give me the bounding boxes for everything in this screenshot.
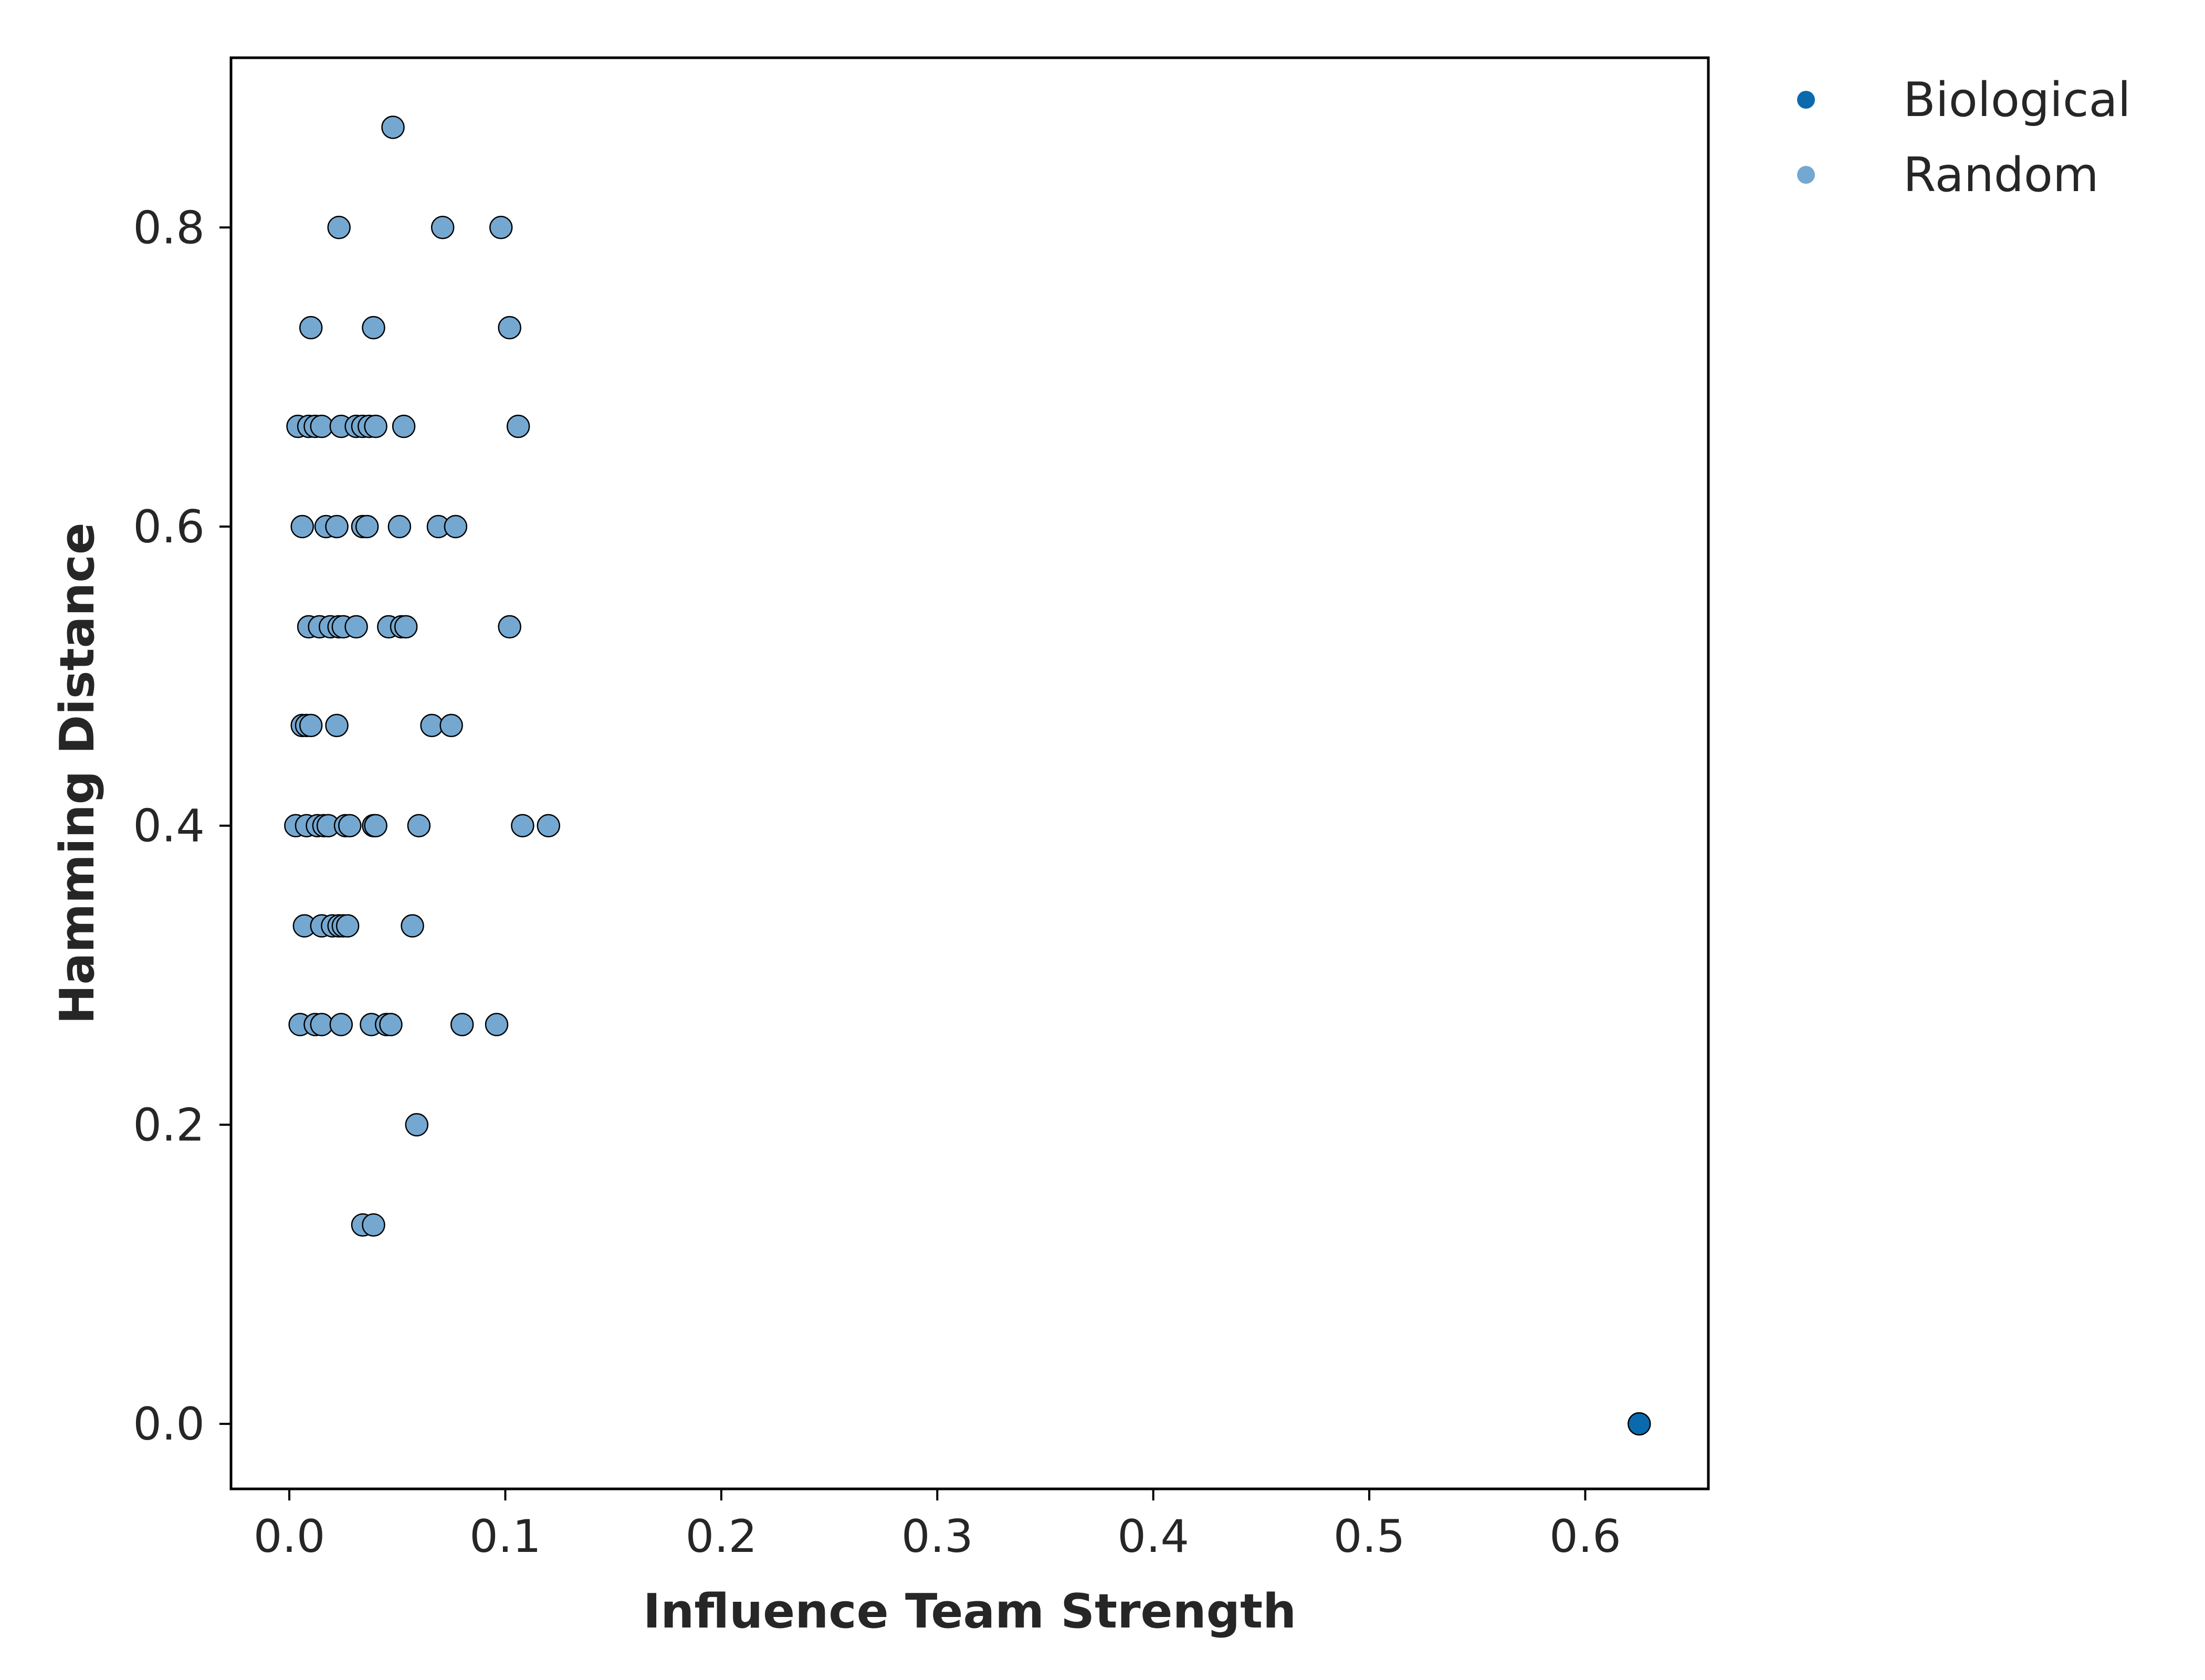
y-tick-label: 0.0 (133, 1398, 205, 1451)
x-tick-label: 0.6 (1549, 1510, 1621, 1563)
random-point (344, 615, 368, 639)
y-tick-label: 0.8 (133, 202, 205, 254)
x-axis-ticks: 0.0 0.1 0.2 0.3 0.4 0.5 0.6 (254, 1489, 1621, 1563)
random-point (362, 1213, 385, 1237)
random-point (299, 713, 323, 738)
x-tick-label: 0.5 (1334, 1510, 1405, 1563)
y-axis-title: Hamming Distance (50, 522, 105, 1024)
random-point (355, 514, 379, 539)
points-layer (284, 116, 1651, 1436)
random-point (537, 814, 561, 837)
random-point (362, 316, 385, 340)
x-tick-label: 0.0 (254, 1510, 326, 1563)
legend-marker (1797, 166, 1815, 184)
random-point (430, 216, 455, 239)
legend-marker (1797, 91, 1815, 109)
random-point (401, 914, 424, 938)
random-point (392, 414, 416, 438)
random-point (498, 615, 521, 639)
random-point (498, 316, 521, 340)
random-point (407, 814, 431, 837)
legend-label: Random (1903, 148, 2099, 203)
random-point (290, 514, 314, 539)
y-tick-label: 0.4 (133, 800, 205, 853)
random-point (485, 1013, 509, 1036)
x-tick-label: 0.4 (1117, 1510, 1189, 1563)
random-point (310, 414, 334, 438)
random-point (439, 713, 463, 738)
random-point (381, 116, 405, 139)
random-point (511, 814, 534, 837)
x-tick-label: 0.1 (469, 1510, 541, 1563)
random-point (329, 1013, 353, 1036)
random-point (338, 814, 362, 837)
x-tick-label: 0.2 (685, 1510, 757, 1563)
plot-frame (229, 56, 1710, 1490)
legend: Biological Random (1797, 72, 2131, 203)
x-tick-label: 0.3 (901, 1510, 973, 1563)
random-point (299, 316, 323, 340)
random-point (489, 216, 513, 239)
biological-point (1628, 1412, 1651, 1436)
random-point (364, 814, 387, 837)
legend-label: Biological (1903, 72, 2131, 128)
y-axis-ticks: 0.0 0.2 0.4 0.6 0.8 (133, 202, 231, 1451)
random-point (405, 1113, 429, 1137)
y-tick-label: 0.2 (133, 1099, 205, 1151)
random-point (364, 414, 387, 438)
random-point (327, 216, 351, 239)
random-point (325, 713, 349, 738)
random-point (394, 615, 418, 639)
random-point (379, 1013, 403, 1036)
random-point (450, 1013, 474, 1036)
random-point (310, 1013, 334, 1036)
random-point (335, 914, 360, 938)
random-point (506, 414, 530, 438)
random-point (387, 514, 412, 539)
x-axis-title: Influence Team Strength (643, 1584, 1296, 1639)
random-point (444, 514, 468, 539)
random-point (325, 514, 349, 539)
y-tick-label: 0.6 (133, 501, 205, 553)
random-point (420, 713, 444, 738)
